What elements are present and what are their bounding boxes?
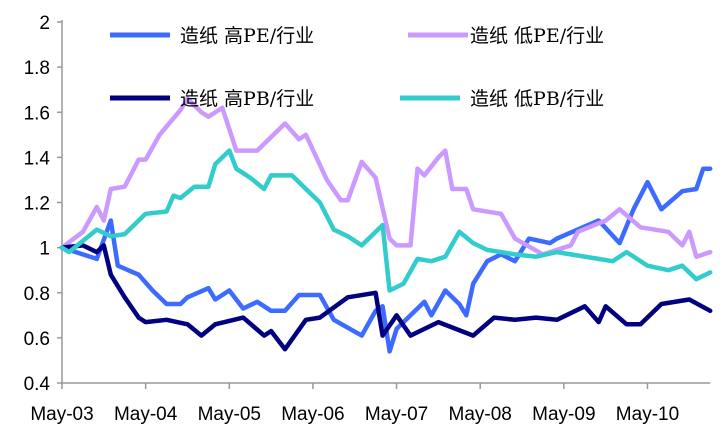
x-tick-label: May-10 [616,404,679,425]
x-tick-label: May-09 [532,404,595,425]
x-tick-label: May-04 [114,404,178,425]
x-tick-label: May-05 [198,404,261,425]
legend-label-high-pe: 造纸 高PE/行业 [180,25,314,47]
y-tick-label: 0.8 [24,284,50,305]
series-high-pb-line [59,243,713,352]
x-tick-label: May-06 [281,404,344,425]
y-tick-label: 1.4 [24,148,51,169]
y-tick-label: 1.6 [24,103,50,124]
x-tick-label: May-07 [365,404,428,425]
series-low-pb-line [59,148,713,293]
y-tick-label: 0.6 [24,329,50,350]
x-tick-label: May-08 [449,404,512,425]
legend: 造纸 高PE/行业 造纸 低PE/行业 造纸 高PB/行业 造纸 低PB/行业 [110,25,604,110]
y-tick-label: 1.2 [24,194,50,215]
y-tick-label: 1 [39,239,50,260]
legend-label-high-pb: 造纸 高PB/行业 [180,88,314,110]
series-low-pe-line [59,96,713,259]
series-lines [59,96,713,354]
series-high-pe-line [59,166,713,354]
legend-label-low-pe: 造纸 低PE/行业 [470,25,604,47]
legend-label-low-pb: 造纸 低PB/行业 [470,88,604,110]
y-tick-label: 1.8 [24,58,50,79]
axes: 0.4 0.6 0.8 1 1.2 1.4 1.6 1.8 2 May-03 May-04 May-0… [24,13,711,425]
y-tick-label: 0.4 [24,374,51,395]
x-tick-label: May-03 [30,404,93,425]
y-tick-label: 2 [39,13,50,34]
